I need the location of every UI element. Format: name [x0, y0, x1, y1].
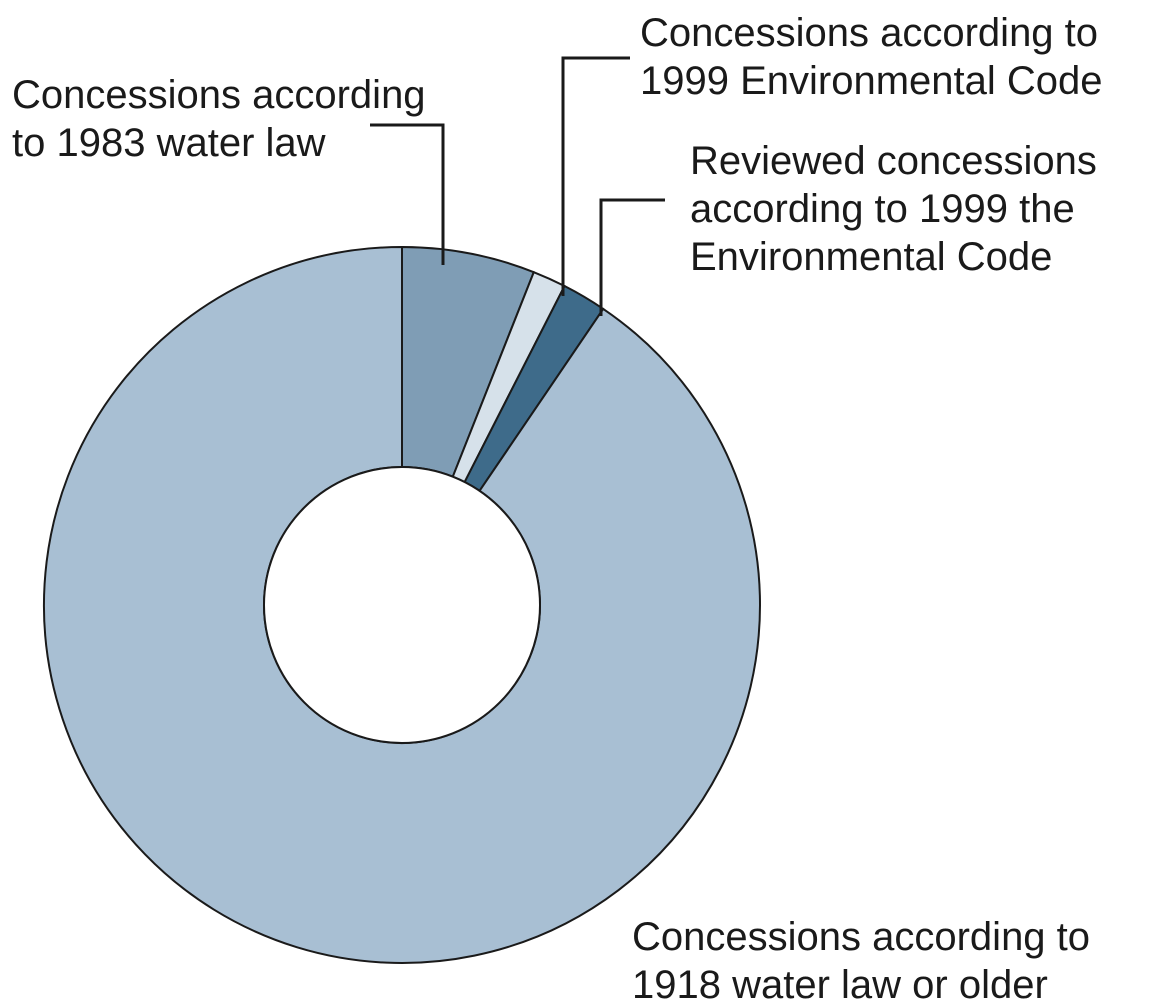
label-1983-line-2: to 1983 water law — [12, 121, 326, 165]
label-1983-water-law: Concessions according to 1983 water law — [12, 73, 437, 165]
donut-slices — [43, 245, 761, 964]
label-1999-environmental-code: Concessions according to 1999 Environmen… — [640, 11, 1109, 103]
label-1999-line-2: 1999 Environmental Code — [640, 59, 1103, 103]
label-1983-line-1: Concessions according — [12, 73, 426, 117]
label-reviewed-concessions: Reviewed concessions according to 1999 t… — [690, 139, 1108, 279]
donut-hole — [263, 466, 541, 744]
leader-line-1999 — [561, 56, 630, 296]
label-reviewed-line-3: Environmental Code — [690, 235, 1052, 279]
label-reviewed-line-1: Reviewed concessions — [690, 139, 1097, 183]
label-1999-line-1: Concessions according to — [640, 11, 1098, 55]
label-1918-line-2: 1918 water law or older — [632, 963, 1048, 1007]
leader-line-reviewed — [599, 198, 665, 316]
label-1918-water-law: Concessions according to 1918 water law … — [632, 915, 1101, 1007]
label-reviewed-line-2: according to 1999 the — [690, 187, 1075, 231]
leader-line-1983 — [370, 123, 445, 265]
label-1918-line-1: Concessions according to — [632, 915, 1090, 959]
